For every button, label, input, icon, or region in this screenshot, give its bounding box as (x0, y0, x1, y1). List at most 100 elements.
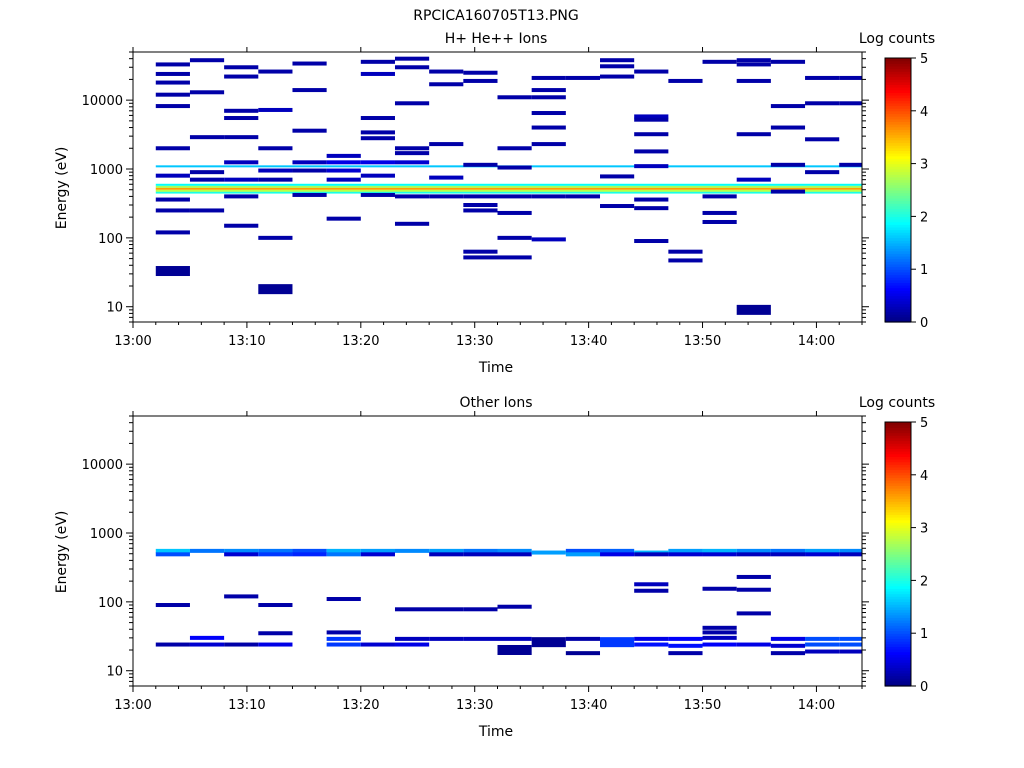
colorbar-step (885, 559, 911, 563)
heatmap-cell (258, 642, 293, 647)
colorbar-step (885, 620, 911, 624)
heatmap-cell (634, 636, 669, 641)
heatmap-cell (326, 168, 361, 173)
axes: 13:00 13:10 13:20 13:30 13:40 13:50 14:00 10 100… (82, 411, 869, 713)
heatmap-cell (463, 552, 498, 557)
heatmap-cell (360, 71, 395, 76)
heatmap-cell (702, 552, 737, 557)
colorbar-step (885, 501, 911, 505)
x-tick-label: 13:50 (684, 334, 721, 349)
heatmap-cell (770, 548, 806, 553)
colorbar-step (885, 585, 911, 589)
colorbar-step (885, 519, 911, 523)
heatmap-cell (224, 108, 259, 113)
heatmap-cell (736, 62, 771, 67)
heatmap-cell (155, 197, 190, 202)
colorbar-step (885, 253, 911, 257)
heatmap-cell (634, 132, 669, 137)
colorbar-step (885, 435, 911, 439)
colorbar-step (885, 583, 911, 587)
heatmap-cell (531, 194, 566, 199)
colorbar-step (885, 437, 911, 442)
colorbar-step (885, 282, 911, 286)
x-tick-label: 13:20 (342, 334, 379, 349)
heatmap-cell (736, 58, 771, 63)
heatmap-cell (326, 636, 361, 641)
heatmap-cell (702, 210, 737, 215)
heatmap-cell (326, 630, 361, 635)
colorbar-step (885, 274, 911, 278)
colorbar-step (885, 443, 911, 447)
heatmap-cell (394, 221, 430, 226)
colorbar-step (885, 638, 911, 642)
colorbar-step (885, 316, 911, 320)
colorbar-frame (884, 57, 912, 323)
heatmap-cell (326, 153, 361, 158)
colorbar-tick-label: 0 (920, 680, 928, 695)
heatmap-cell (394, 146, 430, 151)
colorbar-step (885, 68, 911, 72)
colorbar-step (885, 221, 911, 225)
colorbar-step (885, 129, 911, 133)
heatmap-cell (463, 636, 498, 641)
heatmap-cell (531, 95, 566, 100)
heatmap-cell (839, 642, 862, 647)
colorbar-step (885, 614, 911, 618)
colorbar-step (885, 216, 911, 220)
colorbar-step (885, 171, 911, 175)
heatmap-cell (463, 162, 498, 167)
heatmap-cell (634, 149, 669, 154)
colorbar-step (885, 427, 911, 431)
heatmap-cell (497, 548, 532, 553)
colorbar-step (885, 596, 911, 600)
colorbar-step (885, 73, 911, 78)
colorbar-step (885, 71, 911, 75)
colorbar-step (885, 269, 911, 273)
heatmap-cell (258, 177, 293, 182)
heatmap-cell (360, 642, 395, 647)
colorbar-step (885, 92, 911, 96)
colorbar-frame (884, 421, 912, 687)
colorbar-step (885, 649, 911, 653)
panel-other: Other Ions Time Energy (eV) 13:00 13:10 13… (54, 395, 935, 740)
colorbar-step (885, 641, 911, 645)
heatmap-cell (292, 128, 327, 133)
heatmap-cell (668, 548, 703, 553)
colorbar-step (885, 158, 911, 162)
colorbar-step (885, 113, 911, 117)
heatmap-cell (189, 548, 225, 553)
heatmap-cell (360, 116, 395, 121)
colorbar-step (885, 168, 911, 173)
colorbar-tick-label: 3 (920, 522, 928, 537)
heatmap-cell (394, 194, 430, 199)
heatmap-cell (463, 607, 498, 612)
heatmap-cell (292, 168, 327, 173)
heatmap-cell (805, 649, 840, 654)
colorbar-step (885, 617, 911, 621)
heatmap-cell (531, 237, 566, 242)
heatmap-cell (224, 642, 259, 647)
x-tick-label: 13:10 (228, 334, 265, 349)
colorbar-step (885, 503, 911, 508)
colorbar-step (885, 654, 911, 658)
colorbar-step (885, 97, 911, 101)
colorbar-step (885, 522, 911, 526)
heatmap-cell (736, 574, 771, 579)
heatmap-cell (394, 101, 430, 106)
colorbar-step (885, 279, 911, 283)
heatmap-cell (224, 548, 259, 553)
heatmap-cell (702, 586, 737, 591)
colorbar-step (885, 79, 911, 83)
heatmap-cell (770, 636, 806, 641)
heatmap-cell (189, 177, 225, 182)
heatmap-cell (497, 194, 532, 199)
heatmap-cell (839, 162, 862, 167)
colorbar-step (885, 659, 911, 663)
colorbar-step (885, 256, 911, 260)
heatmap-cells (155, 548, 862, 656)
colorbar-step (885, 102, 911, 107)
colorbar-tick-label: 2 (920, 210, 928, 225)
heatmap-cell (531, 88, 566, 93)
colorbar-label: Log counts (859, 31, 935, 47)
colorbar-step (885, 300, 911, 305)
